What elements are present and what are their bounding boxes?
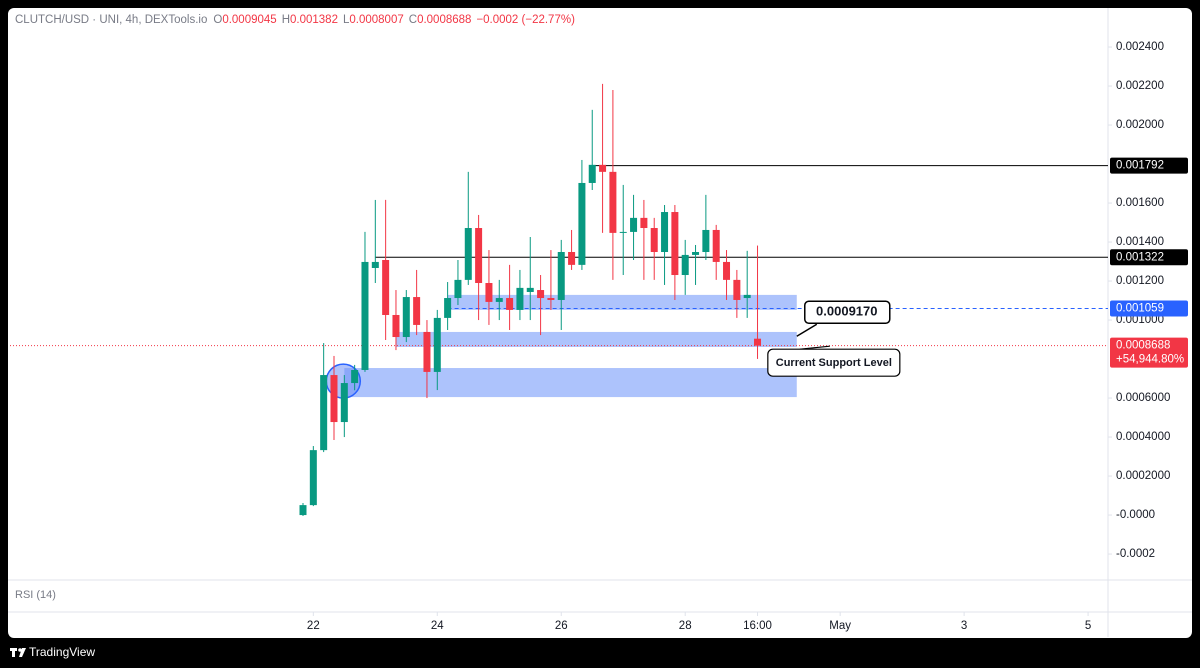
candle-body bbox=[475, 228, 483, 284]
candle-body bbox=[609, 171, 617, 233]
candle-body bbox=[320, 375, 328, 451]
candle-body bbox=[299, 505, 307, 516]
candle-body bbox=[413, 297, 421, 325]
x-tick-label: May bbox=[829, 620, 851, 632]
ohlc-value: 0.0008688 bbox=[417, 14, 472, 26]
symbol: CLUTCH/USD · UNI, 4h, DEXTools.io bbox=[15, 14, 208, 26]
price-tag-change: +54,944.80% bbox=[1116, 354, 1184, 366]
candle-body bbox=[526, 287, 534, 292]
ohlc-key: O bbox=[213, 14, 223, 26]
x-tick-label: 16:00 bbox=[743, 620, 772, 632]
chart-background bbox=[8, 8, 1192, 638]
candle-body bbox=[619, 231, 627, 233]
price-tag-label: 0.0008688 bbox=[1116, 340, 1170, 352]
candle-body bbox=[650, 228, 658, 253]
candle-body bbox=[506, 298, 514, 310]
ohlc-value: 0.0008007 bbox=[349, 14, 404, 26]
brand-name: TradingView bbox=[29, 645, 95, 659]
x-tick-label: 3 bbox=[961, 620, 967, 632]
x-tick-label: 5 bbox=[1085, 620, 1091, 632]
y-tick-label: 0.0006000 bbox=[1116, 392, 1170, 404]
candle-body bbox=[454, 279, 462, 299]
price-tag bbox=[1110, 337, 1188, 368]
price-tag-label: 0.001792 bbox=[1116, 160, 1164, 172]
brand-logo bbox=[10, 648, 26, 657]
candle-body bbox=[661, 212, 669, 253]
candle-body bbox=[485, 283, 493, 302]
price-tag bbox=[1110, 157, 1188, 174]
candle-body bbox=[640, 217, 648, 229]
y-tick-label: 0.0004000 bbox=[1116, 431, 1170, 443]
candle-body bbox=[423, 331, 431, 372]
zone bbox=[395, 331, 797, 347]
candle-body bbox=[557, 252, 565, 300]
ohlc-value: 0.001382 bbox=[290, 14, 338, 26]
zone bbox=[447, 294, 797, 310]
y-tick-label: 0.0002000 bbox=[1116, 470, 1170, 482]
candle-body bbox=[681, 254, 689, 276]
candle-body bbox=[340, 383, 348, 423]
candle-body bbox=[371, 261, 379, 268]
candle-body bbox=[733, 279, 741, 300]
callout-pointer bbox=[796, 323, 818, 337]
ohlc-key: L bbox=[342, 14, 350, 26]
candle-body bbox=[330, 375, 338, 423]
candle-body bbox=[743, 294, 751, 299]
x-tick-label: 22 bbox=[307, 620, 320, 632]
candle-body bbox=[402, 297, 410, 338]
candle-body bbox=[712, 229, 720, 262]
candle-body bbox=[547, 298, 555, 300]
price-tag bbox=[1110, 249, 1188, 266]
candle-body bbox=[578, 182, 586, 265]
y-tick-label: -0.0000 bbox=[1116, 509, 1155, 521]
candle-body bbox=[588, 164, 596, 183]
x-tick-label: 26 bbox=[555, 620, 568, 632]
ohlc-value: 0.0009045 bbox=[222, 14, 277, 26]
candle-body bbox=[351, 369, 359, 384]
price-tag-label: 0.001322 bbox=[1116, 251, 1164, 263]
zone bbox=[344, 368, 797, 398]
y-tick-label: 0.002200 bbox=[1116, 80, 1164, 92]
y-tick-label: 0.002000 bbox=[1116, 119, 1164, 131]
candle-body bbox=[382, 259, 390, 315]
candle-body bbox=[568, 252, 576, 265]
candle-body bbox=[671, 212, 679, 276]
candle-body bbox=[537, 290, 545, 299]
candle-body bbox=[723, 261, 731, 280]
candle-body bbox=[495, 298, 503, 302]
pane-label: RSI (14) bbox=[15, 589, 56, 601]
candle-body bbox=[464, 228, 472, 280]
callout-text: 0.0009170 bbox=[816, 304, 877, 319]
y-tick-label: 0.001000 bbox=[1116, 314, 1164, 326]
candle-body bbox=[630, 217, 638, 232]
change: −0.0002 (−22.77%) bbox=[476, 14, 575, 26]
callout-box bbox=[767, 348, 901, 377]
y-tick-label: -0.0002 bbox=[1116, 548, 1155, 560]
candle-body bbox=[599, 164, 607, 172]
price-tag-label: 0.001059 bbox=[1116, 303, 1164, 315]
candle-body bbox=[516, 287, 524, 310]
price-tag bbox=[1110, 300, 1188, 317]
candle-body bbox=[702, 229, 710, 253]
x-tick-label: 24 bbox=[431, 620, 444, 632]
candle-body bbox=[392, 314, 400, 338]
y-tick-label: 0.002400 bbox=[1116, 41, 1164, 53]
candle-body bbox=[692, 252, 700, 255]
callout-text: Current Support Level bbox=[776, 357, 892, 369]
callout-box bbox=[804, 300, 891, 324]
candle-body bbox=[309, 450, 317, 506]
y-tick-label: 0.001600 bbox=[1116, 197, 1164, 209]
ohlc-key: H bbox=[281, 14, 290, 26]
ohlc-key: C bbox=[408, 14, 418, 26]
y-tick-label: 0.001400 bbox=[1116, 236, 1164, 248]
candle-body bbox=[444, 298, 452, 318]
candle-body bbox=[754, 338, 762, 346]
candle-body bbox=[361, 261, 369, 370]
y-tick-label: 0.001200 bbox=[1116, 275, 1164, 287]
x-tick-label: 28 bbox=[679, 620, 692, 632]
legend-header: CLUTCH/USD · UNI, 4h, DEXTools.io O0.0009… bbox=[15, 14, 580, 26]
candle-body bbox=[433, 317, 441, 372]
